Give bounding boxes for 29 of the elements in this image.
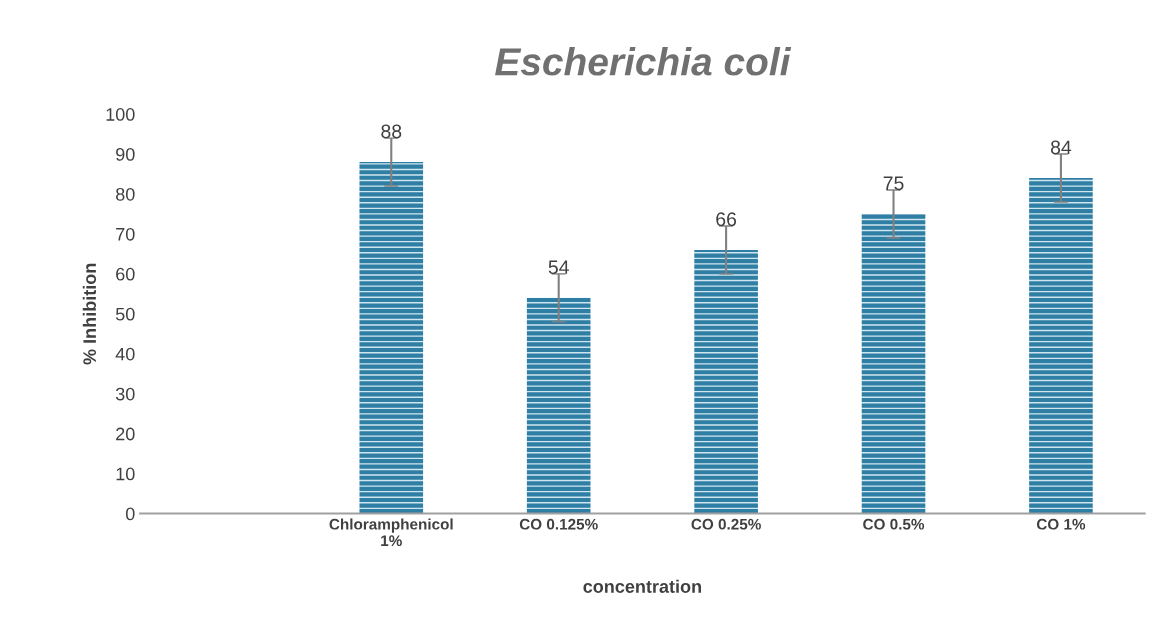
- y-tick-label: 50: [115, 307, 135, 321]
- y-tick-label: 20: [116, 427, 135, 441]
- y-tick-label: 100: [106, 108, 135, 121]
- data-label: 75: [883, 176, 904, 191]
- bar: [526, 297, 591, 514]
- x-tick-label: CO 0.125%: [519, 518, 598, 530]
- y-tick-label: 80: [116, 187, 135, 201]
- y-tick-label: 0: [125, 507, 135, 521]
- x-tick-label: Chloramphenicol 1%: [329, 518, 453, 547]
- y-axis-title: % Inhibition: [82, 263, 97, 365]
- data-label: 84: [1050, 140, 1072, 155]
- x-tick-label: CO 0.25%: [691, 518, 761, 530]
- y-tick-label: 10: [116, 467, 135, 481]
- chart-title: Escherichia coli: [495, 47, 792, 76]
- data-label: 88: [381, 124, 402, 139]
- x-axis-title: concentration: [583, 579, 701, 593]
- data-label: 54: [548, 260, 569, 275]
- y-tick-label: 40: [115, 347, 135, 361]
- bar: [694, 249, 758, 514]
- y-tick-label: 90: [116, 148, 135, 161]
- y-tick-label: 30: [115, 387, 135, 401]
- y-tick-label: 60: [116, 267, 135, 281]
- x-tick-label: CO 1%: [1036, 518, 1086, 530]
- x-tick-label: CO 0.5%: [863, 518, 925, 530]
- bar: [359, 162, 424, 514]
- bar: [1029, 178, 1093, 514]
- data-label: 66: [716, 212, 737, 227]
- y-tick-label: 70: [116, 227, 135, 241]
- bar: [861, 213, 926, 514]
